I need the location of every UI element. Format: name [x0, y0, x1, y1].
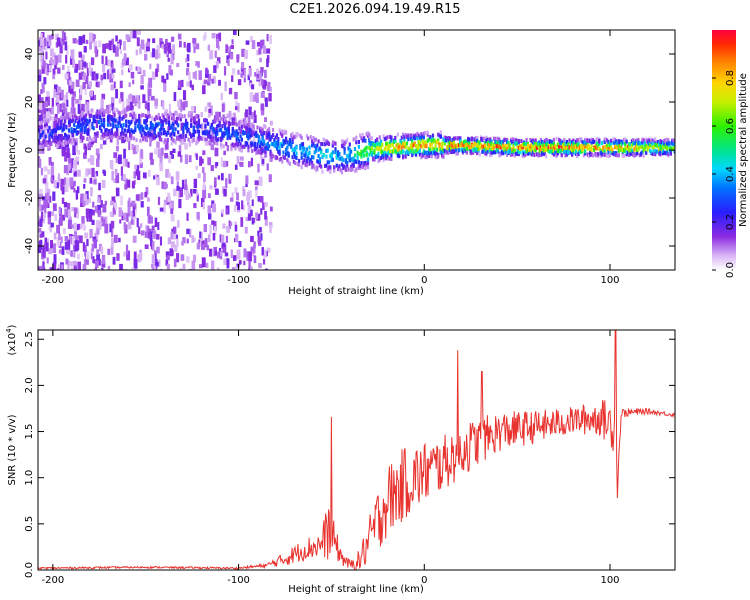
spectrogram-y-tick: 0	[24, 147, 35, 153]
snr-ticks: -200 -100 0 100 0.0 0.5 1.0 1.5 2.0 2.5	[24, 330, 675, 586]
snr-series	[38, 330, 675, 570]
colorbar-tick: 0.4	[725, 166, 736, 182]
colorbar-tick: 0.6	[725, 118, 736, 134]
snr-panel: -200 -100 0 100 0.0 0.5 1.0 1.5 2.0 2.5 Height of…	[5, 324, 676, 595]
snr-y-multiplier: (x104)	[5, 324, 18, 355]
spectrogram-x-label: Height of straight line (km)	[288, 286, 424, 297]
colorbar-label: Normalized spectral amplitude	[738, 73, 749, 227]
colorbar-tick: 0.2	[725, 214, 736, 230]
spectrogram-image	[38, 30, 675, 270]
spectrogram-y-tick: -40	[24, 238, 35, 254]
snr-frame	[37, 329, 676, 571]
spectrogram-y-tick: 20	[24, 96, 35, 109]
page-title: C2E1.2026.094.19.49.R15	[289, 2, 461, 17]
snr-y-tick: 1.0	[24, 470, 35, 486]
snr-x-label: Height of straight line (km)	[288, 584, 424, 595]
snr-y-tick: 1.5	[24, 424, 35, 440]
colorbar-tick: 0.0	[725, 262, 736, 278]
spectrogram-x-tick: 0	[421, 275, 427, 286]
snr-x-tick: 100	[600, 575, 619, 586]
snr-line	[38, 330, 675, 570]
snr-y-tick: 2.5	[24, 331, 35, 347]
colorbar-tick: 0.8	[725, 70, 736, 86]
snr-y-label: SNR (10 * v/v)	[7, 414, 18, 485]
snr-x-tick: -200	[42, 575, 65, 586]
snr-y-tick: 0.0	[24, 562, 35, 578]
colorbar-ticks: 0.0 0.2 0.4 0.6 0.8	[712, 70, 736, 278]
snr-y-tick: 2.0	[24, 377, 35, 393]
spectrogram-y-tick: 40	[24, 48, 35, 61]
spectrogram-x-tick: -200	[42, 275, 65, 286]
colorbar-gradient	[712, 30, 736, 270]
spectrogram-x-tick: -100	[227, 275, 250, 286]
snr-x-tick: -100	[227, 575, 250, 586]
spectrogram-y-label: Frequency (Hz)	[7, 112, 18, 188]
colorbar: 0.0 0.2 0.4 0.6 0.8 Normalized spectral ampl…	[712, 30, 749, 278]
spectrogram-y-tick: -20	[24, 190, 35, 206]
snr-y-tick: 0.5	[24, 516, 35, 532]
spectrogram-x-tick: 100	[600, 275, 619, 286]
snr-x-tick: 0	[421, 575, 427, 586]
